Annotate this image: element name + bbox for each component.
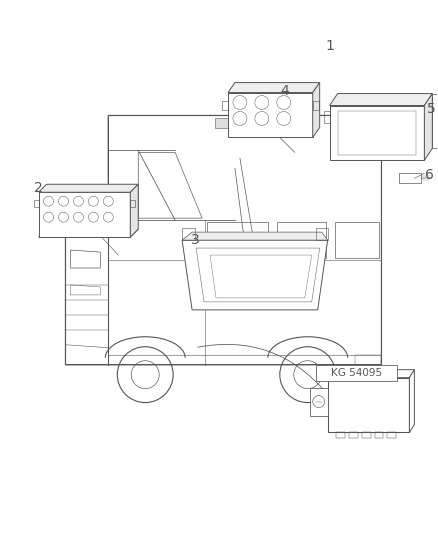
Polygon shape (215, 118, 240, 128)
FancyBboxPatch shape (228, 93, 313, 138)
Polygon shape (182, 232, 328, 240)
Text: 5: 5 (427, 101, 436, 116)
Text: 3: 3 (191, 233, 199, 247)
Polygon shape (130, 184, 138, 237)
Polygon shape (290, 118, 310, 128)
Polygon shape (330, 94, 432, 106)
Text: 6: 6 (425, 168, 434, 182)
FancyBboxPatch shape (316, 365, 397, 381)
Polygon shape (182, 240, 328, 310)
Polygon shape (66, 116, 381, 365)
Polygon shape (228, 83, 320, 93)
Polygon shape (39, 229, 138, 237)
Polygon shape (328, 370, 414, 378)
Polygon shape (313, 83, 320, 138)
FancyBboxPatch shape (39, 192, 130, 237)
Text: 4: 4 (280, 84, 289, 98)
Text: KG 54095: KG 54095 (331, 368, 382, 378)
FancyBboxPatch shape (328, 378, 410, 432)
Polygon shape (424, 94, 432, 160)
Polygon shape (39, 184, 138, 192)
FancyBboxPatch shape (310, 387, 328, 416)
Polygon shape (330, 106, 424, 160)
Text: 1: 1 (325, 39, 334, 53)
Text: 2: 2 (34, 181, 43, 195)
Polygon shape (410, 370, 414, 432)
